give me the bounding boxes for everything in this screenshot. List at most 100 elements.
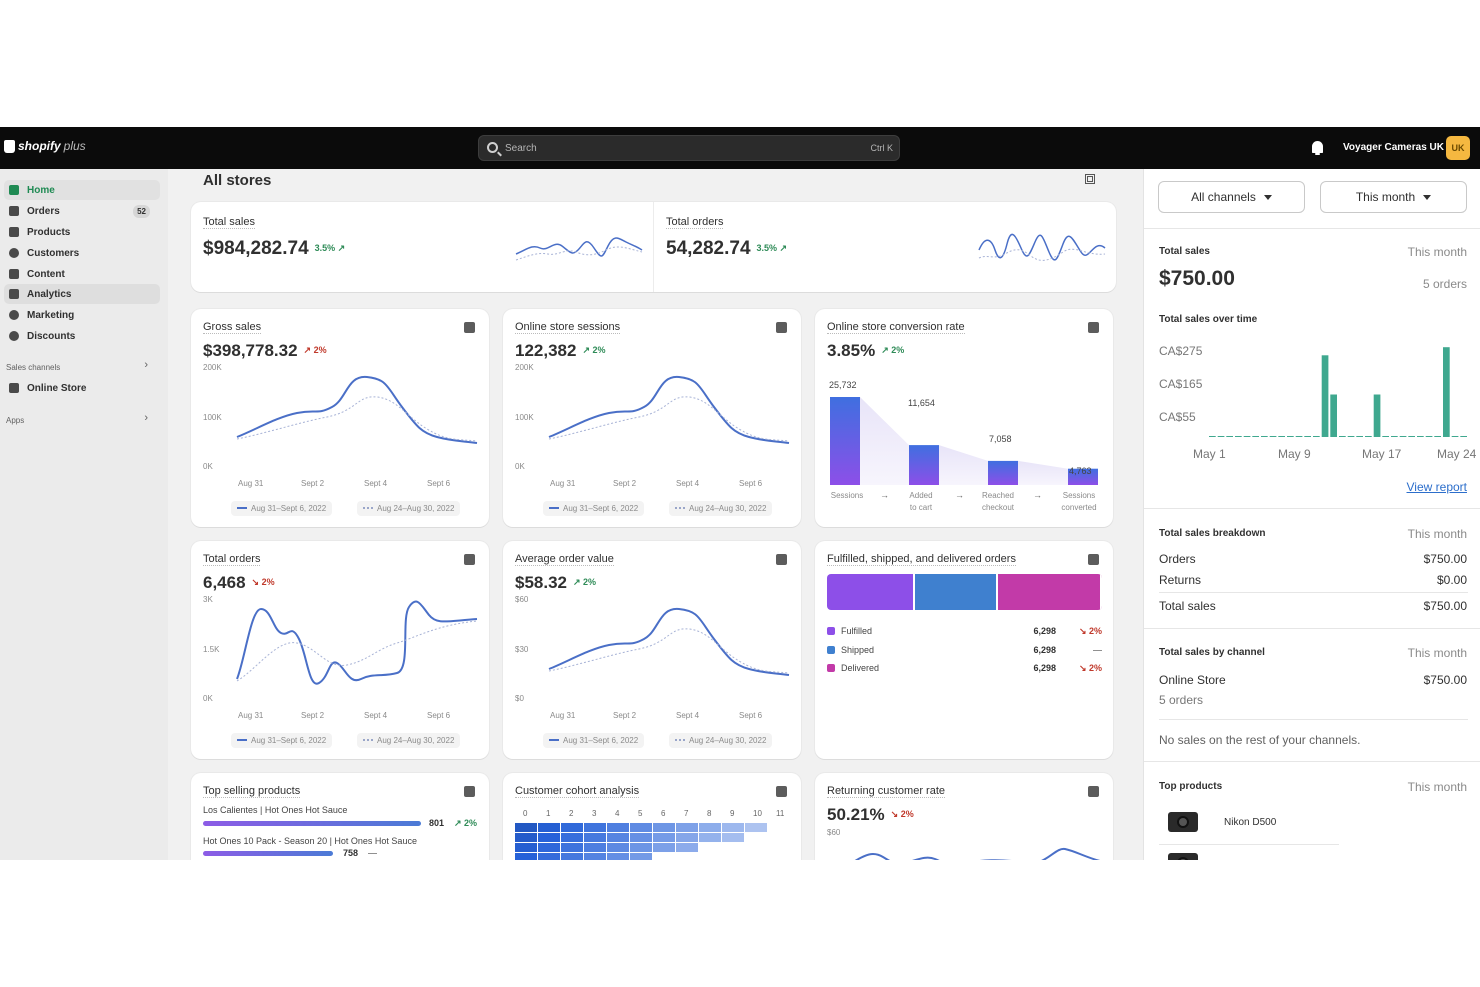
cohort-cell[interactable] <box>722 823 744 832</box>
cohort-cell[interactable] <box>630 853 652 860</box>
chart-icon[interactable] <box>776 786 787 797</box>
cohort-cell[interactable] <box>561 853 583 860</box>
cohort-cell[interactable] <box>515 853 537 860</box>
search-input[interactable] <box>505 140 845 157</box>
sales-bar[interactable] <box>1330 394 1337 438</box>
card-title[interactable]: Total orders <box>203 553 261 566</box>
sidebar-item-discounts[interactable]: Discounts <box>4 326 160 346</box>
card-title[interactable]: Customer cohort analysis <box>515 785 640 798</box>
cohort-cell[interactable] <box>676 833 698 842</box>
cohort-cell[interactable] <box>653 823 675 832</box>
sales-bar[interactable] <box>1235 436 1242 437</box>
period-select[interactable]: This month <box>1320 181 1467 213</box>
chart-icon[interactable] <box>1088 322 1099 333</box>
cohort-cell[interactable] <box>538 853 560 860</box>
card-title[interactable]: Online store conversion rate <box>827 321 965 334</box>
sales-bar[interactable] <box>1295 436 1303 437</box>
sales-bar[interactable] <box>1434 436 1441 437</box>
sales-bar[interactable] <box>1252 436 1259 437</box>
stacked-bar-segment[interactable] <box>997 574 1102 610</box>
sales-bar[interactable] <box>1443 347 1450 437</box>
cohort-cell[interactable] <box>630 833 652 842</box>
cohort-cell[interactable] <box>607 823 629 832</box>
cohort-cell[interactable] <box>515 843 537 852</box>
cohort-cell[interactable] <box>538 843 560 852</box>
stacked-bar-segment[interactable] <box>915 574 998 610</box>
cohort-cell[interactable] <box>699 833 721 842</box>
cohort-cell[interactable] <box>538 833 560 842</box>
sales-bar[interactable] <box>1269 436 1277 437</box>
sidebar-item-content[interactable]: Content <box>4 264 160 284</box>
sales-bar[interactable] <box>1226 436 1233 437</box>
card-title[interactable]: Gross sales <box>203 321 262 334</box>
funnel-bar[interactable] <box>988 460 1018 485</box>
legend-previous[interactable]: Aug 24–Aug 30, 2022 <box>669 733 773 748</box>
chart-icon[interactable] <box>776 322 787 333</box>
cohort-cell[interactable] <box>607 843 629 852</box>
sidebar-item-marketing[interactable]: Marketing <box>4 305 160 325</box>
sales-bar[interactable] <box>1451 436 1459 437</box>
cohort-cell[interactable] <box>515 833 537 842</box>
cohort-cell[interactable] <box>630 843 652 852</box>
legend-current[interactable]: Aug 31–Sept 6, 2022 <box>543 733 645 748</box>
top-product-name[interactable]: Nikon D500 <box>1224 817 1277 828</box>
cohort-cell[interactable] <box>561 833 583 842</box>
sales-bar[interactable] <box>1321 355 1329 437</box>
chevron-right-icon[interactable]: › <box>144 359 148 371</box>
cohort-cell[interactable] <box>607 833 629 842</box>
legend-previous[interactable]: Aug 24–Aug 30, 2022 <box>669 501 773 516</box>
sales-bar[interactable] <box>1287 436 1294 437</box>
sidebar-item-online-store[interactable]: Online Store <box>4 378 160 398</box>
cohort-cell[interactable] <box>584 843 606 852</box>
funnel-bar[interactable] <box>830 397 860 485</box>
sales-bar[interactable] <box>1304 436 1311 437</box>
funnel-bar[interactable] <box>909 445 939 485</box>
shopify-plus-logo[interactable]: shopify plus <box>4 139 86 153</box>
legend-current[interactable]: Aug 31–Sept 6, 2022 <box>231 733 333 748</box>
kpi-total-sales-title[interactable]: Total sales <box>203 216 255 229</box>
sales-bar[interactable] <box>1243 436 1251 437</box>
cohort-cell[interactable] <box>630 823 652 832</box>
legend-previous[interactable]: Aug 24–Aug 30, 2022 <box>357 733 461 748</box>
sales-bar[interactable] <box>1209 436 1216 437</box>
sales-bar[interactable] <box>1356 436 1363 437</box>
sales-bar[interactable] <box>1399 436 1407 437</box>
layout-grid-icon[interactable] <box>1085 174 1095 184</box>
sales-bar[interactable] <box>1373 394 1381 438</box>
bell-icon[interactable] <box>1312 141 1323 155</box>
chevron-right-icon[interactable]: › <box>144 412 148 424</box>
legend-current[interactable]: Aug 31–Sept 6, 2022 <box>543 501 645 516</box>
sidebar-item-products[interactable]: Products <box>4 222 160 242</box>
channel-select[interactable]: All channels <box>1158 181 1305 213</box>
chart-icon[interactable] <box>776 554 787 565</box>
chart-icon[interactable] <box>464 786 475 797</box>
legend-previous[interactable]: Aug 24–Aug 30, 2022 <box>357 501 461 516</box>
sales-bar[interactable] <box>1365 436 1372 437</box>
sales-bar[interactable] <box>1460 436 1467 437</box>
cohort-cell[interactable] <box>653 833 675 842</box>
avatar[interactable]: UK <box>1446 136 1470 160</box>
card-title[interactable]: Top selling products <box>203 785 301 798</box>
stacked-bar-segment[interactable] <box>827 574 915 610</box>
card-title[interactable]: Average order value <box>515 553 614 566</box>
cohort-cell[interactable] <box>515 823 537 832</box>
search-bar[interactable]: Ctrl K <box>478 135 900 161</box>
sales-bar[interactable] <box>1382 436 1389 437</box>
sales-bar[interactable] <box>1217 436 1225 437</box>
store-name[interactable]: Voyager Cameras UK <box>1343 142 1444 153</box>
cohort-cell[interactable] <box>584 823 606 832</box>
card-title[interactable]: Fulfilled, shipped, and delivered orders <box>827 553 1016 566</box>
cohort-cell[interactable] <box>653 843 675 852</box>
sales-bar[interactable] <box>1339 436 1346 437</box>
chart-icon[interactable] <box>464 554 475 565</box>
cohort-cell[interactable] <box>676 823 698 832</box>
sales-bar[interactable] <box>1391 436 1398 437</box>
apps-heading[interactable]: Apps <box>6 416 25 425</box>
sales-bar[interactable] <box>1261 436 1268 437</box>
chart-icon[interactable] <box>1088 786 1099 797</box>
funnel-bar[interactable] <box>1068 468 1098 485</box>
cohort-cell[interactable] <box>561 823 583 832</box>
sales-bar[interactable] <box>1278 436 1285 437</box>
sales-bar[interactable] <box>1417 436 1424 437</box>
card-title[interactable]: Online store sessions <box>515 321 621 334</box>
